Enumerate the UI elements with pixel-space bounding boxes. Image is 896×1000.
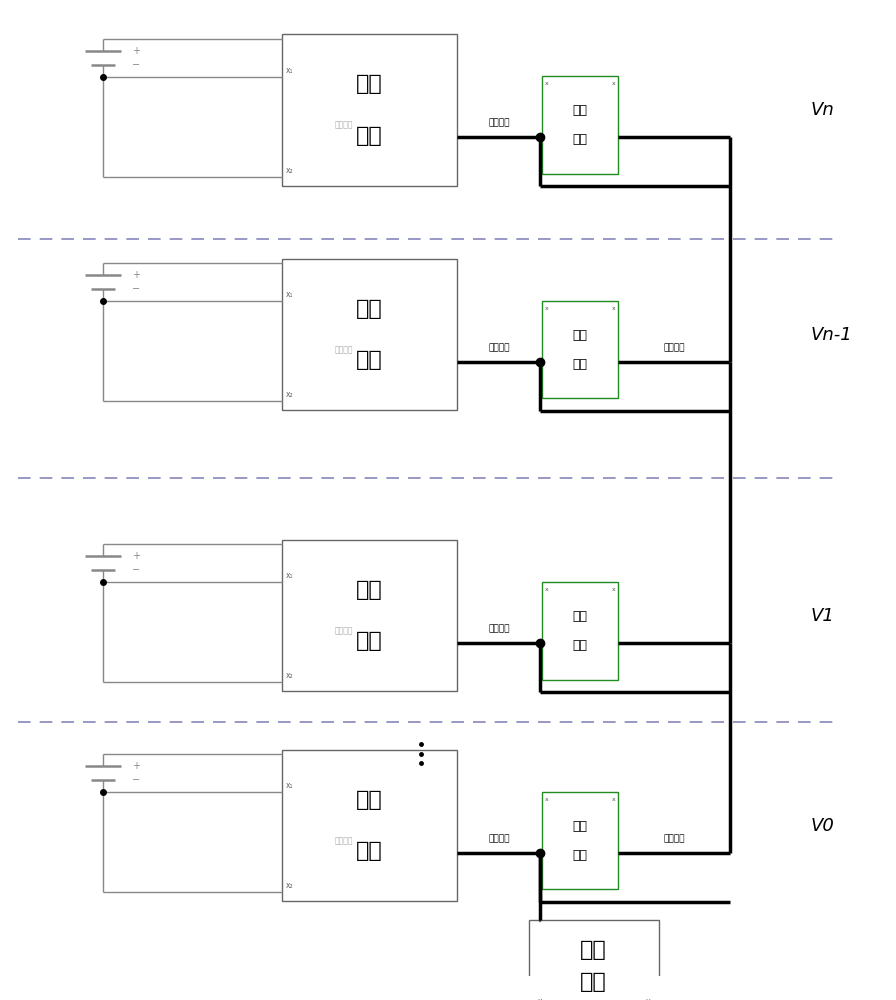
Bar	[542, 301, 618, 398]
Text: −: −	[132, 775, 140, 785]
Text: x₁: x₁	[286, 781, 293, 790]
Text: Vn-1: Vn-1	[811, 326, 853, 344]
Text: 单元: 单元	[581, 972, 607, 992]
Text: x: x	[612, 81, 616, 86]
Text: x₂: x₂	[286, 166, 294, 175]
Text: x₁: x₁	[286, 290, 293, 299]
Text: x: x	[545, 306, 548, 311]
Text: 串行总线: 串行总线	[334, 836, 353, 845]
Text: V0: V0	[811, 817, 835, 835]
Text: 串行总线: 串行总线	[664, 834, 685, 843]
Text: 控制: 控制	[357, 299, 383, 319]
Text: 电平: 电平	[573, 104, 588, 117]
Text: x: x	[612, 797, 616, 802]
Text: 转换: 转换	[573, 358, 588, 371]
Text: x₁: x₁	[286, 66, 293, 75]
Bar	[542, 792, 618, 889]
Text: u₁: u₁	[645, 997, 653, 1000]
Text: −: −	[132, 565, 140, 575]
Text: x: x	[612, 306, 616, 311]
Text: x₁: x₁	[538, 997, 545, 1000]
Text: 控制: 控制	[357, 74, 383, 94]
Text: 电平: 电平	[573, 820, 588, 833]
Text: +: +	[132, 46, 140, 56]
Text: 串行总线: 串行总线	[489, 118, 510, 127]
Text: 单元: 单元	[357, 631, 383, 651]
Bar	[282, 750, 457, 901]
Text: x₁: x₁	[286, 571, 293, 580]
Text: 转换: 转换	[573, 133, 588, 146]
Text: −: −	[132, 60, 140, 70]
Text: 电平: 电平	[573, 610, 588, 623]
Text: x₂: x₂	[286, 671, 294, 680]
Text: +: +	[132, 761, 140, 771]
Text: x: x	[545, 81, 548, 86]
Bar	[282, 540, 457, 691]
Text: 串行总线: 串行总线	[489, 834, 510, 843]
Text: 串行总线: 串行总线	[664, 343, 685, 352]
Text: 串行总线: 串行总线	[489, 624, 510, 633]
Bar	[529, 920, 659, 1000]
Text: 单元: 单元	[357, 350, 383, 370]
Text: 转换: 转换	[573, 639, 588, 652]
Text: Vn: Vn	[811, 101, 835, 119]
Text: 单元: 单元	[357, 126, 383, 146]
Text: 串行总线: 串行总线	[334, 120, 353, 129]
Text: x: x	[545, 797, 548, 802]
Text: 控制: 控制	[357, 580, 383, 600]
Text: 单元: 单元	[357, 841, 383, 861]
Text: 主控: 主控	[581, 940, 607, 960]
Text: x₂: x₂	[286, 390, 294, 399]
Bar	[282, 259, 457, 410]
Text: −: −	[132, 284, 140, 294]
Text: x₂: x₂	[286, 881, 294, 890]
Text: x: x	[612, 587, 616, 592]
Text: 转换: 转换	[573, 849, 588, 862]
Text: x: x	[545, 587, 548, 592]
Bar	[282, 34, 457, 186]
Text: 串行总线: 串行总线	[489, 343, 510, 352]
Text: +: +	[132, 551, 140, 561]
Text: 串行总线: 串行总线	[334, 345, 353, 354]
Text: 控制: 控制	[357, 790, 383, 810]
Text: +: +	[132, 270, 140, 280]
Text: 电平: 电平	[573, 329, 588, 342]
Text: 串行总线: 串行总线	[334, 626, 353, 635]
Bar	[542, 582, 618, 680]
Bar	[542, 76, 618, 174]
Text: V1: V1	[811, 607, 835, 625]
